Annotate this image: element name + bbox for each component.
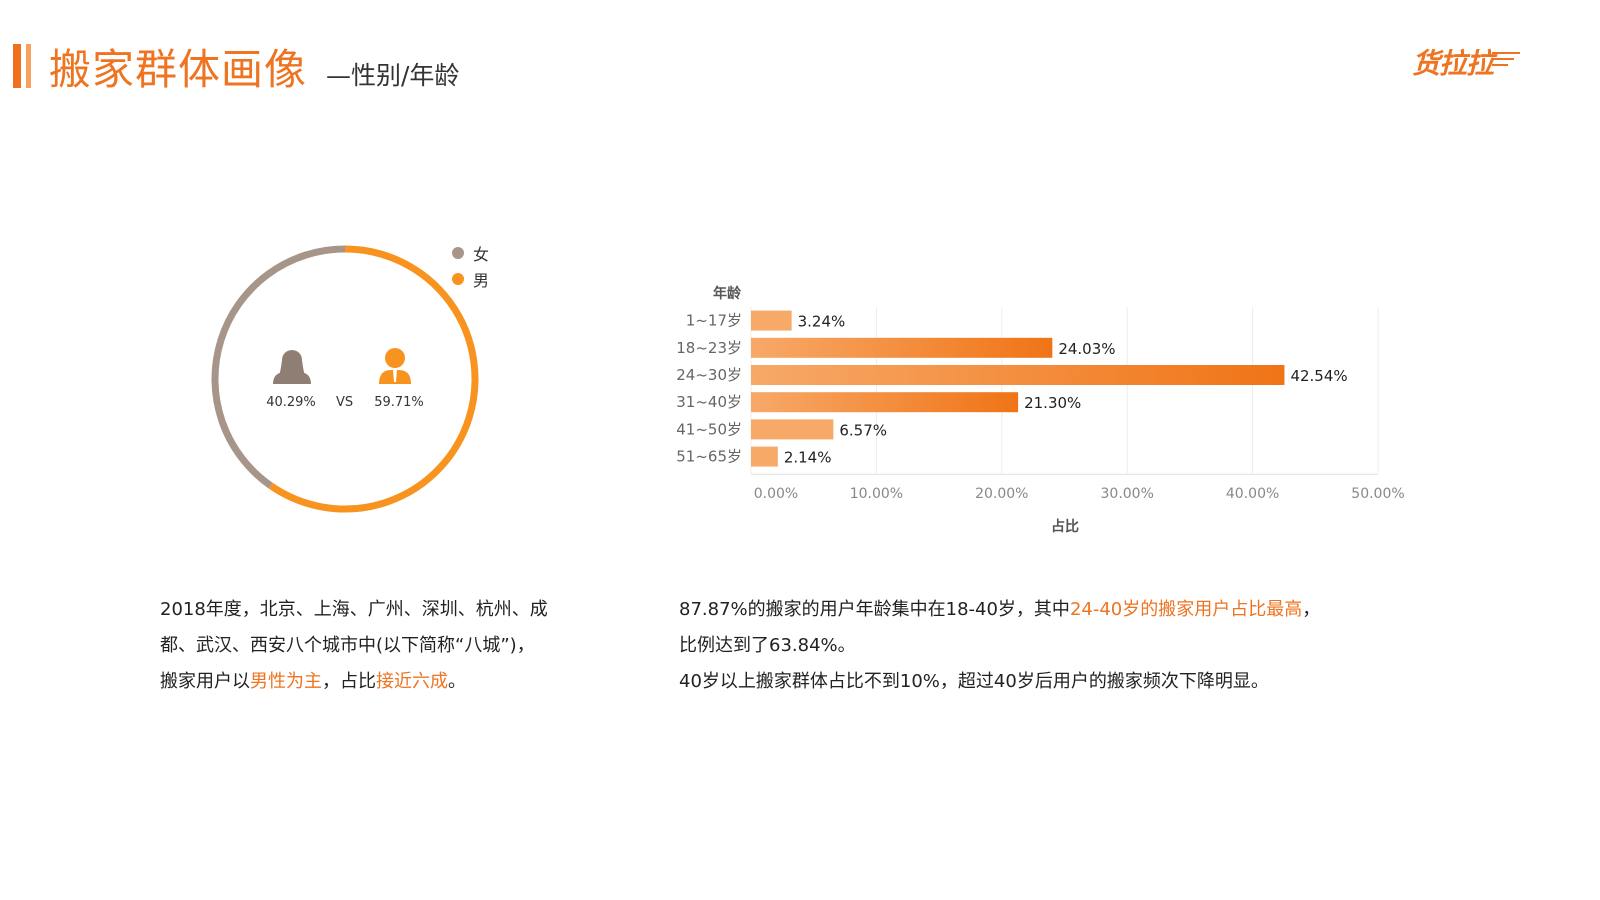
legend-item-female: 女 xyxy=(452,240,489,266)
highlight-24-40: 24-40岁的搬家用户占比最高 xyxy=(1069,599,1303,620)
y-tick-label: 1~17岁 xyxy=(686,312,742,330)
bar-value-label: 6.57% xyxy=(839,421,887,439)
male-percentage: 59.71% xyxy=(374,395,424,410)
y-axis-label: 年龄 xyxy=(713,285,742,302)
legend-item-male: 男 xyxy=(452,266,489,292)
highlight-nearly-sixty: 接近六成 xyxy=(376,671,448,692)
text-segment: 。 xyxy=(448,671,466,692)
donut-slice-female xyxy=(211,245,346,489)
gender-desc-line-3: 搬家用户以男性为主，占比接近六成。 xyxy=(160,664,548,700)
bar xyxy=(751,446,778,467)
page-title: 搬家群体画像 xyxy=(49,45,308,94)
bar-value-label: 24.03% xyxy=(1058,340,1115,358)
bar-value-label: 3.24% xyxy=(798,313,846,331)
text-segment: ，占比 xyxy=(322,671,376,692)
gender-desc-line-2: 都、武汉、西安八个城市中(以下简称“八城”)， xyxy=(160,635,535,656)
title-accent-bar xyxy=(13,44,21,88)
bar xyxy=(751,337,1053,358)
bar-value-label: 42.54% xyxy=(1290,367,1347,385)
legend-dot-female xyxy=(452,247,464,259)
gender-desc-line-1: 2018年度，北京、上海、广州、深圳、杭州、成 xyxy=(160,599,548,620)
x-tick-label: 40.00% xyxy=(1226,486,1279,502)
y-tick-label: 51~65岁 xyxy=(676,448,742,466)
bar xyxy=(751,310,792,331)
gender-description: 2018年度，北京、上海、广州、深圳、杭州、成 都、武汉、西安八个城市中(以下简… xyxy=(160,592,548,700)
page-subtitle: —性别/年龄 xyxy=(326,61,460,90)
female-percentage: 40.29% xyxy=(266,395,316,410)
x-tick-label: 30.00% xyxy=(1101,486,1154,502)
bar xyxy=(751,392,1019,413)
brand-logo: 货拉拉 xyxy=(1412,47,1494,80)
age-description: 87.87%的搬家的用户年龄集中在18-40岁，其中24-40岁的搬家用户占比最… xyxy=(679,592,1320,700)
bar-value-label: 2.14% xyxy=(784,449,832,467)
bar-value-label: 21.30% xyxy=(1024,394,1081,412)
gender-legend: 女 男 xyxy=(452,240,489,292)
title-accent-bar-light xyxy=(26,44,31,88)
y-tick-label: 24~30岁 xyxy=(676,366,742,384)
text-segment: 87.87%的搬家的用户年龄集中在18-40岁，其中 xyxy=(679,599,1070,620)
male-user-icon xyxy=(379,348,411,384)
bar xyxy=(751,365,1285,385)
age-desc-line-2: 比例达到了63.84%。 xyxy=(679,635,856,656)
x-tick-label: 10.00% xyxy=(850,486,903,502)
legend-dot-male xyxy=(452,273,464,285)
y-tick-label: 31~40岁 xyxy=(676,393,742,411)
highlight-male-dominant: 男性为主 xyxy=(250,671,322,692)
legend-label-male: 男 xyxy=(473,271,490,290)
x-tick-label: 0.00% xyxy=(754,486,798,502)
text-segment: 搬家用户以 xyxy=(160,671,250,692)
legend-label-female: 女 xyxy=(473,245,490,264)
female-user-icon xyxy=(273,350,311,384)
age-desc-line-1: 87.87%的搬家的用户年龄集中在18-40岁，其中24-40岁的搬家用户占比最… xyxy=(679,592,1320,628)
x-tick-label: 50.00% xyxy=(1351,486,1404,502)
age-desc-line-3: 40岁以上搬家群体占比不到10%，超过40岁后用户的搬家频次下降明显。 xyxy=(679,671,1269,692)
x-tick-label: 20.00% xyxy=(975,486,1028,502)
vs-label: VS xyxy=(336,395,354,410)
donut-slice-male xyxy=(268,245,479,513)
x-axis-label: 占比 xyxy=(1051,518,1079,535)
bar xyxy=(751,419,834,440)
y-tick-label: 18~23岁 xyxy=(676,339,742,357)
text-segment: ， xyxy=(1302,599,1321,620)
brand-speed-lines xyxy=(1492,52,1520,70)
y-tick-label: 41~50岁 xyxy=(676,420,742,438)
